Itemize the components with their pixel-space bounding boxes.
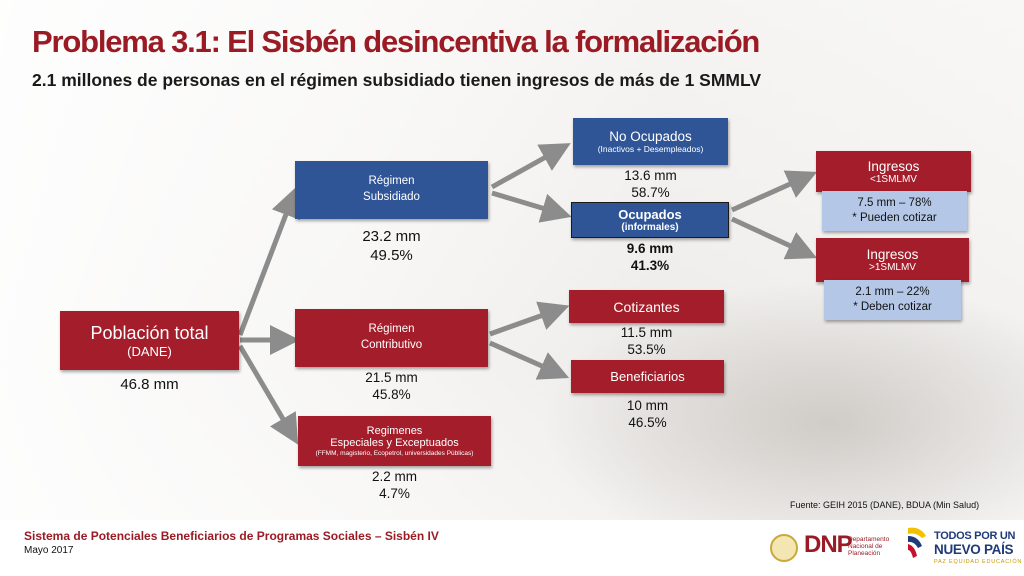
note-ingresos-bajo: 7.5 mm – 78% * Pueden cotizar <box>822 191 967 231</box>
arrow-poblacion-especiales <box>237 344 299 445</box>
value-subsidiado: 23.2 mm 49.5% <box>295 228 488 266</box>
node-regimen-contributivo: Régimen Contributivo <box>295 309 488 367</box>
value-contributivo: 21.5 mm 45.8% <box>295 370 488 404</box>
value-contributivo-pct: 45.8% <box>372 386 411 402</box>
node-ingresoalto-label: Ingresos <box>866 247 919 262</box>
note-ingresos-alto: 2.1 mm – 22% * Deben cotizar <box>824 280 961 320</box>
node-ingresoalto-sub: >1SMLMV <box>869 262 916 273</box>
node-ingresos-bajo: Ingresos <1SMLMV <box>816 151 971 192</box>
note-ingresoalto-2: * Deben cotizar <box>853 301 932 313</box>
arrow-poblacion-subsidiado <box>237 186 300 336</box>
node-poblacion-total: Población total (DANE) <box>60 311 239 370</box>
page-title: Problema 3.1: El Sisbén desincentiva la … <box>32 24 760 59</box>
gov-logo-line2: NUEVO PAÍS <box>934 542 1014 557</box>
node-beneficiarios: Beneficiarios <box>571 360 724 393</box>
arrow-ocupados-ingresoalto <box>730 216 818 260</box>
value-noocupados-pct: 58.7% <box>631 184 670 200</box>
flow-arrows <box>237 143 818 445</box>
gov-logo-line1: TODOS POR UN <box>934 530 1016 542</box>
node-especiales-label3: (FFMM, magisterio, Ecopetrol, universida… <box>315 449 474 457</box>
value-beneficiarios-mm: 10 mm <box>626 398 669 413</box>
node-ingresobajo-sub: <1SMLMV <box>870 173 917 185</box>
node-noocupados-label: No Ocupados <box>609 129 692 144</box>
arrow-subsidiado-ocupados <box>491 190 572 223</box>
arrow-ocupados-ingresobajo <box>730 170 818 213</box>
value-subsidiado-pct: 49.5% <box>370 246 413 264</box>
value-ocupados-mm: 9.6 mm <box>626 241 674 256</box>
note-ingresobajo-1: 7.5 mm – 78% <box>857 197 932 210</box>
footer-program-title: Sistema de Potenciales Beneficiarios de … <box>24 529 439 543</box>
colombia-seal-icon <box>770 534 798 562</box>
node-no-ocupados: No Ocupados (Inactivos + Desempleados) <box>573 118 728 165</box>
node-regimen-subsidiado: Régimen Subsidiado <box>295 161 488 219</box>
node-regimenes-especiales: Regimenes Especiales y Exceptuados (FFMM… <box>298 416 491 466</box>
node-noocupados-sub: (Inactivos + Desempleados) <box>597 144 704 154</box>
value-noocupados-mm: 13.6 mm <box>624 168 677 183</box>
value-subsidiado-mm: 23.2 mm <box>362 228 421 245</box>
note-ingresobajo-2: * Pueden cotizar <box>852 212 937 224</box>
value-beneficiarios: 10 mm 46.5% <box>571 398 724 432</box>
arrow-contributivo-beneficiarios <box>488 340 570 380</box>
node-ingresobajo-label: Ingresos <box>867 158 920 174</box>
value-ocupados: 9.6 mm 41.3% <box>571 241 729 275</box>
dnp-logo-subtitle: Departamento Nacional de Planeación <box>848 536 890 558</box>
node-ocupados: Ocupados (informales) <box>571 202 729 238</box>
footer-date: Mayo 2017 <box>24 545 74 556</box>
value-especiales: 2.2 mm 4.7% <box>298 469 491 503</box>
node-especiales-label1: Regimenes <box>366 424 423 437</box>
node-ingresos-alto: Ingresos >1SMLMV <box>816 238 969 282</box>
value-cotizantes: 11.5 mm 53.5% <box>569 325 724 359</box>
value-beneficiarios-pct: 46.5% <box>628 414 667 430</box>
value-cotizantes-mm: 11.5 mm <box>620 325 673 340</box>
source-note: Fuente: GEIH 2015 (DANE), BDUA (Min Salu… <box>790 500 980 510</box>
tricolor-flag-icon <box>908 527 926 558</box>
node-contributivo-label1: Régimen <box>368 323 415 336</box>
node-cotizantes: Cotizantes <box>569 290 724 323</box>
value-contributivo-mm: 21.5 mm <box>365 370 418 385</box>
node-ocupados-sub: (informales) <box>621 222 679 233</box>
node-especiales-label2: Especiales y Exceptuados <box>330 437 459 450</box>
value-poblacion: 46.8 mm <box>120 376 179 393</box>
node-ocupados-label: Ocupados <box>618 207 682 222</box>
node-contributivo-label2: Contributivo <box>360 339 423 351</box>
value-noocupados: 13.6 mm 58.7% <box>573 168 728 202</box>
footer-bar <box>0 520 1024 576</box>
node-poblacion-label: Población total <box>90 322 209 343</box>
value-especiales-mm: 2.2 mm <box>371 469 417 484</box>
node-subsidiado-label2: Subsidiado <box>363 191 420 203</box>
gov-logo-line3: PAZ EQUIDAD EDUCACIÓN <box>934 559 1023 565</box>
arrow-contributivo-cotizantes <box>489 301 570 337</box>
note-ingresoalto-1: 2.1 mm – 22% <box>855 286 930 299</box>
node-poblacion-sub: (DANE) <box>127 343 172 359</box>
arrow-subsidiado-noocupados <box>490 143 571 190</box>
page-subtitle: 2.1 millones de personas en el régimen s… <box>32 70 762 90</box>
node-beneficiarios-label: Beneficiarios <box>610 369 685 384</box>
node-cotizantes-label: Cotizantes <box>613 298 680 315</box>
value-cotizantes-pct: 53.5% <box>627 341 666 357</box>
dnp-logo: DNP <box>804 531 853 558</box>
value-especiales-pct: 4.7% <box>379 485 410 501</box>
node-subsidiado-label1: Régimen <box>368 175 415 188</box>
value-ocupados-pct: 41.3% <box>630 257 670 273</box>
